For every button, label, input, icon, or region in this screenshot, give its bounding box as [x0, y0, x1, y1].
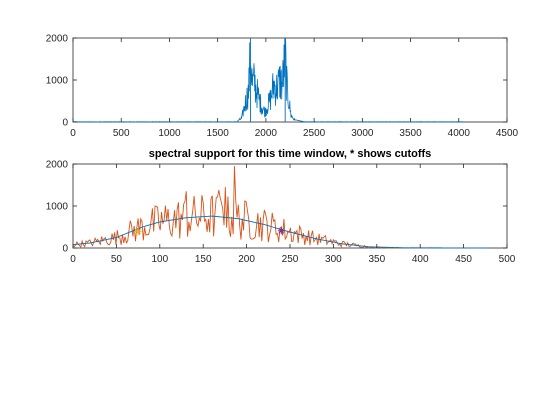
top-axes: 0 500 1000 1500 2000 2500 3000 3500 4000 4500 0 100…: [46, 34, 519, 140]
top-axes-series: [72, 37, 464, 123]
bottom-axes-box: [72, 163, 508, 249]
cutoff-marker: [277, 227, 285, 235]
top-xtick-label: 4000: [448, 128, 471, 139]
top-ytick-label: 0: [62, 118, 68, 129]
bottom-xtick-label: 200: [238, 254, 255, 265]
bottom-xtick-label: 450: [455, 254, 472, 265]
bottom-xtick-label: 350: [368, 254, 385, 265]
bottom-ytick-label: 2000: [46, 160, 69, 171]
bottom-xtick-label: 250: [282, 254, 299, 265]
top-axes-ticks: 0 500 1000 1500 2000 2500 3000 3500 4000 4500 0 100…: [46, 34, 519, 140]
bottom-xtick-label: 0: [70, 254, 76, 265]
top-xtick-label: 3500: [399, 128, 422, 139]
bottom-xtick-label: 500: [499, 254, 516, 265]
cutoff-marker-stroke: [135, 228, 141, 235]
top-xtick-label: 2500: [303, 128, 326, 139]
cutoff-marker: [134, 228, 142, 236]
bottom-xtick-label: 300: [325, 254, 342, 265]
bottom-ytick-label: 1000: [46, 202, 69, 213]
top-series-line: [72, 37, 464, 123]
top-xtick-label: 500: [113, 128, 130, 139]
bottom-xtick-label: 100: [151, 254, 168, 265]
top-xtick-label: 2000: [255, 128, 278, 139]
bottom-axes: spectral support for this time window, *…: [46, 148, 516, 265]
top-ytick-label: 2000: [46, 34, 69, 45]
top-xtick-label: 0: [70, 128, 76, 139]
bottom-xtick-label: 50: [111, 254, 123, 265]
bottom-axes-cutoff-markers: [134, 227, 285, 236]
bottom-xtick-label: 400: [412, 254, 429, 265]
top-xtick-label: 3000: [351, 128, 374, 139]
top-xtick-label: 1500: [207, 128, 230, 139]
bottom-axes-title: spectral support for this time window, *…: [149, 148, 432, 160]
top-xtick-label: 4500: [496, 128, 519, 139]
bottom-xtick-label: 150: [195, 254, 212, 265]
top-xtick-label: 1000: [158, 128, 181, 139]
bottom-axes-ticks: 0 50 100 150 200 250 300 350 400 450 500 0 1000 2000: [46, 160, 516, 266]
cutoff-marker-stroke: [278, 227, 285, 234]
top-ytick-label: 1000: [46, 76, 69, 87]
bottom-ytick-label: 0: [62, 244, 68, 255]
